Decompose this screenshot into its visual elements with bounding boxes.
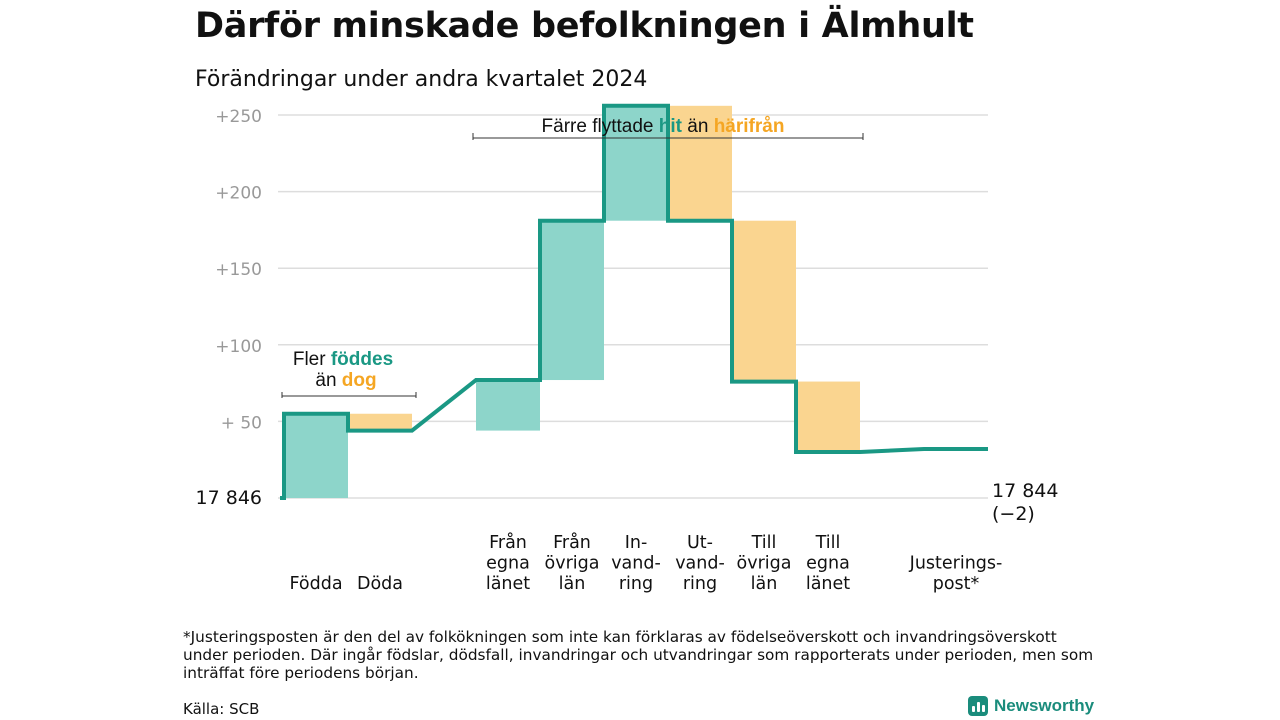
waterfall-bar	[284, 413, 348, 498]
category-label: In-	[625, 533, 648, 553]
y-tick-label: +200	[215, 184, 262, 204]
start-value-label: 17 846	[196, 487, 262, 509]
chart-subtitle: Förändringar under andra kvartalet 2024	[195, 67, 648, 92]
source-label: Källa: SCB	[183, 700, 260, 718]
category-label: Justerings-	[909, 554, 1003, 574]
waterfall-bar	[540, 220, 604, 381]
end-value-label: 17 844	[992, 480, 1058, 502]
category-label: Döda	[357, 574, 403, 594]
annotation-text: Färre flyttade hit än härifrån	[542, 116, 785, 137]
waterfall-bar	[732, 220, 796, 382]
category-label: Ut-	[687, 533, 713, 553]
annotation-text: än dog	[315, 370, 376, 391]
category-label: post*	[933, 574, 980, 594]
category-label: egna	[486, 554, 530, 574]
end-change-label: (−2)	[992, 503, 1035, 525]
migration-annotation: Färre flyttade hit än härifrån	[472, 116, 864, 140]
category-label: Från	[553, 532, 591, 553]
annotation-text: Fler föddes	[293, 349, 393, 370]
category-label: egna	[806, 554, 850, 574]
category-label: övriga	[545, 554, 600, 574]
category-label: övriga	[737, 554, 792, 574]
y-tick-label: +100	[215, 337, 262, 357]
waterfall-bar	[604, 105, 668, 221]
annotation-bracket	[472, 133, 864, 140]
bar-chart-icon	[968, 696, 988, 716]
brand-name: Newsworthy	[994, 696, 1095, 715]
annotation-bracket	[281, 392, 417, 398]
category-label: Från	[489, 532, 527, 553]
waterfall-bar	[348, 413, 412, 431]
waterfall-bar	[668, 105, 732, 221]
category-label: vand-	[611, 554, 661, 574]
category-label: länet	[806, 574, 850, 594]
y-tick-label: +250	[215, 107, 262, 127]
waterfall-bar	[476, 380, 540, 431]
category-label: ring	[683, 574, 717, 594]
y-tick-label: + 50	[221, 413, 262, 433]
category-label: länet	[486, 574, 530, 594]
footnote: *Justeringsposten är den del av folkökni…	[183, 628, 1094, 682]
category-label: vand-	[675, 554, 725, 574]
category-label: län	[559, 574, 586, 594]
category-label: Till	[815, 533, 841, 553]
cumulative-step-line	[280, 103, 988, 500]
waterfall-bar	[796, 381, 860, 453]
newsworthy-logo: Newsworthy	[968, 696, 1094, 716]
waterfall-chart: +250 +200 +150 +100 + 50 17 846 17 844(−2) Född…	[196, 103, 1058, 594]
category-label: Födda	[289, 574, 342, 594]
category-label: län	[751, 574, 778, 594]
category-label: Till	[751, 533, 777, 553]
y-tick-label: +150	[215, 260, 262, 280]
chart-title: Därför minskade befolkningen i Älmhult	[195, 6, 974, 46]
category-label: ring	[619, 574, 653, 594]
